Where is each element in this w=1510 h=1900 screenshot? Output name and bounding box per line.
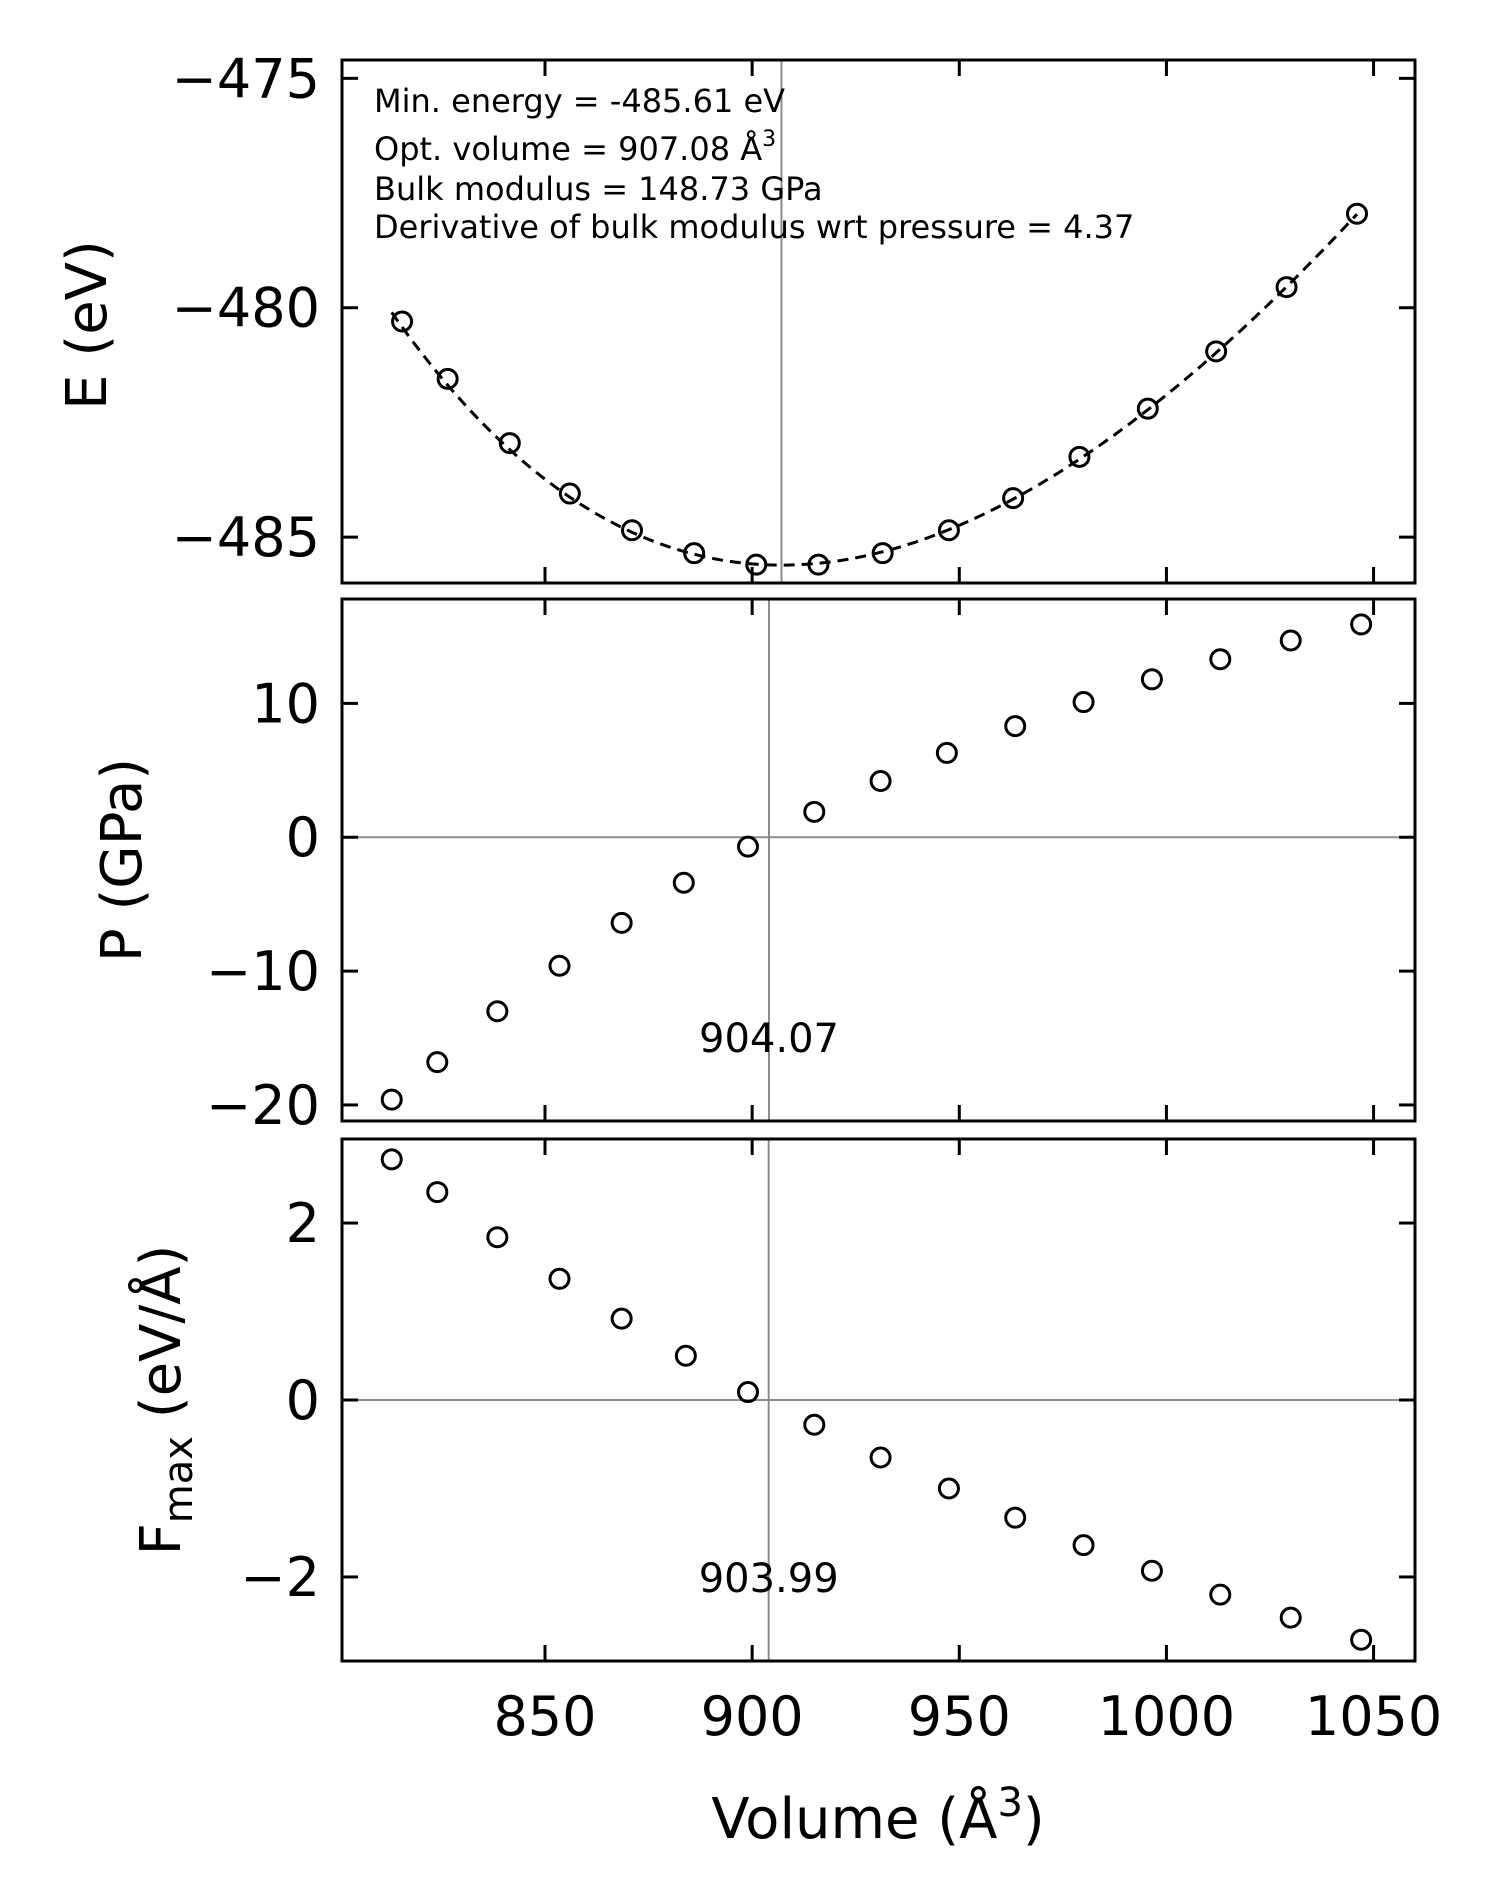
energy-ticks: −475 −480 −485 <box>172 47 1415 583</box>
x-axis-label-superscript: 3 <box>997 1780 1022 1826</box>
data-point <box>737 1381 759 1404</box>
y-tick-label: −475 <box>172 47 320 110</box>
data-point <box>803 800 826 823</box>
x-tick-label: 850 <box>493 1685 596 1748</box>
annotation-opt-volume-superscript: 3 <box>762 127 776 152</box>
data-point <box>610 911 633 934</box>
y-tick-label: −10 <box>206 940 320 1003</box>
data-point <box>1350 613 1373 636</box>
y-tick-label: −2 <box>240 1546 320 1609</box>
data-point <box>745 553 768 576</box>
data-point <box>807 553 830 576</box>
data-point <box>498 432 521 455</box>
data-point <box>672 871 695 894</box>
data-point <box>1140 668 1163 691</box>
energy-axis-label: E (eV) <box>55 240 120 410</box>
zero-force-volume-label: 903.99 <box>699 1556 839 1602</box>
x-tick-label: 1000 <box>1098 1685 1235 1748</box>
y-tick-label: −20 <box>206 1074 320 1137</box>
annotation-bulk-modulus: Bulk modulus = 148.73 GPa <box>374 170 823 208</box>
data-point <box>871 542 894 565</box>
data-point <box>1002 487 1025 510</box>
data-point <box>486 1000 509 1023</box>
force-markers <box>380 1148 1373 1651</box>
data-point <box>935 741 958 764</box>
data-point <box>937 519 960 542</box>
annotation-opt-volume: Opt. volume = 907.08 Å3 <box>374 127 776 168</box>
pressure-markers <box>380 613 1373 1111</box>
force-axes-frame <box>340 1137 1417 1663</box>
data-point <box>1275 276 1298 299</box>
x-axis-label: Volume (Å3) <box>711 1780 1045 1852</box>
annotation-opt-volume-text: Opt. volume = 907.08 Å <box>374 130 762 168</box>
data-point <box>1072 1534 1095 1557</box>
y-tick-label: 10 <box>251 672 320 735</box>
data-point <box>548 1267 571 1290</box>
data-point <box>1279 629 1302 652</box>
x-tick-label: 950 <box>908 1685 1011 1748</box>
pressure-ticks: 10 0 −10 −20 <box>206 599 1415 1137</box>
data-point <box>869 1446 892 1469</box>
data-point <box>1072 691 1095 714</box>
data-point <box>683 542 706 565</box>
data-point <box>674 1344 697 1367</box>
data-point <box>737 835 759 858</box>
x-tick-label: 900 <box>701 1685 804 1748</box>
y-tick-label: −485 <box>172 506 320 569</box>
data-point <box>391 310 414 333</box>
data-point <box>380 1088 403 1111</box>
pressure-panel: 10 0 −10 −20 904.07 P (GPa) <box>90 597 1417 1137</box>
force-axis-label-subscript: max <box>156 1436 202 1523</box>
data-point <box>548 954 571 977</box>
data-point <box>1004 715 1027 738</box>
y-tick-label: −480 <box>172 277 320 340</box>
annotation-min-energy: Min. energy = -485.61 eV <box>374 82 785 120</box>
data-point <box>1136 397 1159 420</box>
data-point <box>621 519 643 542</box>
data-point <box>1346 202 1368 225</box>
x-tick-label: 1050 <box>1305 1685 1442 1748</box>
force-axis-label: Fmax (eV/Å) <box>128 1245 202 1556</box>
data-point <box>1350 1628 1373 1651</box>
energy-panel: −475 −480 −485 Min. energy = -485.61 eV Op… <box>55 47 1417 585</box>
force-ticks: 2 0 −2 <box>240 1139 1415 1661</box>
data-point <box>937 1477 960 1500</box>
data-point <box>1205 340 1228 363</box>
x-axis-label-text: Volume (Å <box>711 1786 997 1852</box>
pressure-axis-label: P (GPa) <box>90 758 155 962</box>
data-point <box>558 482 581 505</box>
force-axis-label-suffix: (eV/Å) <box>128 1245 194 1436</box>
data-point <box>380 1148 403 1171</box>
zero-pressure-volume-label: 904.07 <box>699 1016 839 1062</box>
data-point <box>610 1307 633 1330</box>
data-point <box>1004 1506 1027 1529</box>
force-panel: 2 0 −2 903.99 Fmax (eV/Å) <box>128 1137 1417 1663</box>
energy-axes-frame <box>340 58 1417 585</box>
data-point <box>1279 1606 1302 1629</box>
x-tick-labels: 850 900 950 1000 1050 <box>493 1685 1442 1748</box>
data-point <box>1140 1559 1163 1582</box>
data-point <box>803 1413 826 1436</box>
data-point <box>486 1226 509 1249</box>
y-tick-label: 0 <box>286 806 320 869</box>
energy-markers <box>391 202 1368 576</box>
y-tick-label: 0 <box>286 1369 320 1432</box>
data-point <box>1068 445 1091 468</box>
data-point <box>1209 648 1232 671</box>
data-point <box>426 1051 449 1074</box>
y-tick-label: 2 <box>286 1192 320 1255</box>
force-axis-label-main: F <box>129 1523 194 1555</box>
data-point <box>869 770 892 793</box>
annotation-bulk-modulus-derivative: Derivative of bulk modulus wrt pressure … <box>374 208 1134 246</box>
pressure-axes-frame <box>340 597 1417 1123</box>
data-point <box>436 367 459 390</box>
data-point <box>1209 1583 1232 1606</box>
data-point <box>426 1181 449 1204</box>
x-axis-label-close: ) <box>1023 1787 1045 1852</box>
